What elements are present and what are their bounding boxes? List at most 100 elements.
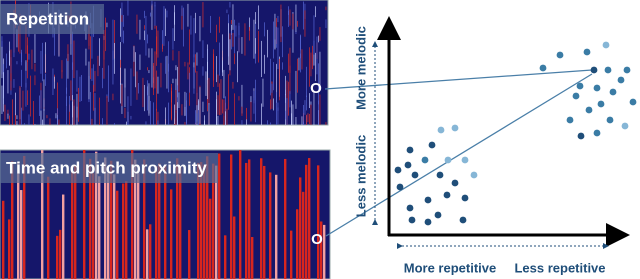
texture [181,8,183,30]
texture [232,81,234,89]
texture [145,121,147,125]
dot [604,66,612,74]
texture [189,72,190,93]
dot [617,76,625,84]
texture [88,25,90,46]
texture [73,99,75,125]
texture [43,109,45,125]
texture [187,62,189,80]
texture [261,40,262,78]
dot [408,216,416,224]
texture [258,30,259,63]
texture [295,4,297,32]
texture [66,96,67,125]
texture [274,39,276,49]
texture [162,44,163,52]
texture [285,110,286,120]
texture [234,19,235,54]
texture [299,177,302,279]
texture [241,84,243,114]
texture [241,106,243,116]
texture [157,76,159,94]
texture [102,67,103,89]
marker: O [311,231,323,248]
texture [264,54,265,74]
texture [241,37,243,54]
texture [216,91,217,125]
texture [222,99,223,114]
texture [143,159,146,279]
texture [20,190,23,279]
texture [271,81,273,109]
texture [114,123,115,125]
texture [275,174,278,279]
texture [203,164,206,279]
dot [597,100,605,108]
texture [34,63,36,72]
texture [146,229,149,279]
texture [163,6,165,46]
texture [2,200,5,279]
dot [459,216,467,224]
texture [310,104,312,125]
texture [289,91,291,108]
texture [15,92,16,116]
texture [197,162,200,279]
texture [144,25,145,30]
texture [279,58,280,101]
texture [261,103,262,125]
texture [269,172,272,279]
texture [151,3,153,30]
texture [225,96,226,125]
texture [318,100,319,125]
texture [151,48,153,88]
texture [204,115,205,125]
texture [28,53,30,60]
texture [150,12,151,17]
texture [206,156,209,279]
texture [325,6,327,11]
texture [295,31,297,35]
texture [148,96,150,114]
texture [307,113,309,123]
texture [58,119,60,125]
texture [193,62,195,68]
texture [305,164,308,279]
texture [1,85,3,115]
texture [91,118,93,125]
texture [99,97,100,125]
texture [309,93,310,109]
texture [325,122,327,125]
texture [166,10,168,18]
texture [277,102,279,111]
texture [158,163,161,279]
texture [139,19,141,40]
texture [267,120,268,125]
texture [222,34,223,77]
texture [288,81,289,116]
texture [202,2,204,28]
texture [25,62,27,88]
texture [175,90,177,113]
texture [21,69,22,87]
texture [124,68,126,108]
texture [90,92,91,125]
texture [205,71,207,96]
texture [320,221,323,279]
texture [70,80,72,101]
texture [251,237,254,279]
texture [306,114,307,125]
texture [215,165,218,279]
dot [461,194,469,202]
texture [232,32,234,47]
dot [436,171,444,179]
texture [107,172,110,279]
texture [202,40,204,59]
texture [126,121,127,125]
texture [67,53,69,79]
texture [177,66,178,98]
texture [312,88,313,92]
dot [593,84,601,92]
texture [193,18,195,58]
